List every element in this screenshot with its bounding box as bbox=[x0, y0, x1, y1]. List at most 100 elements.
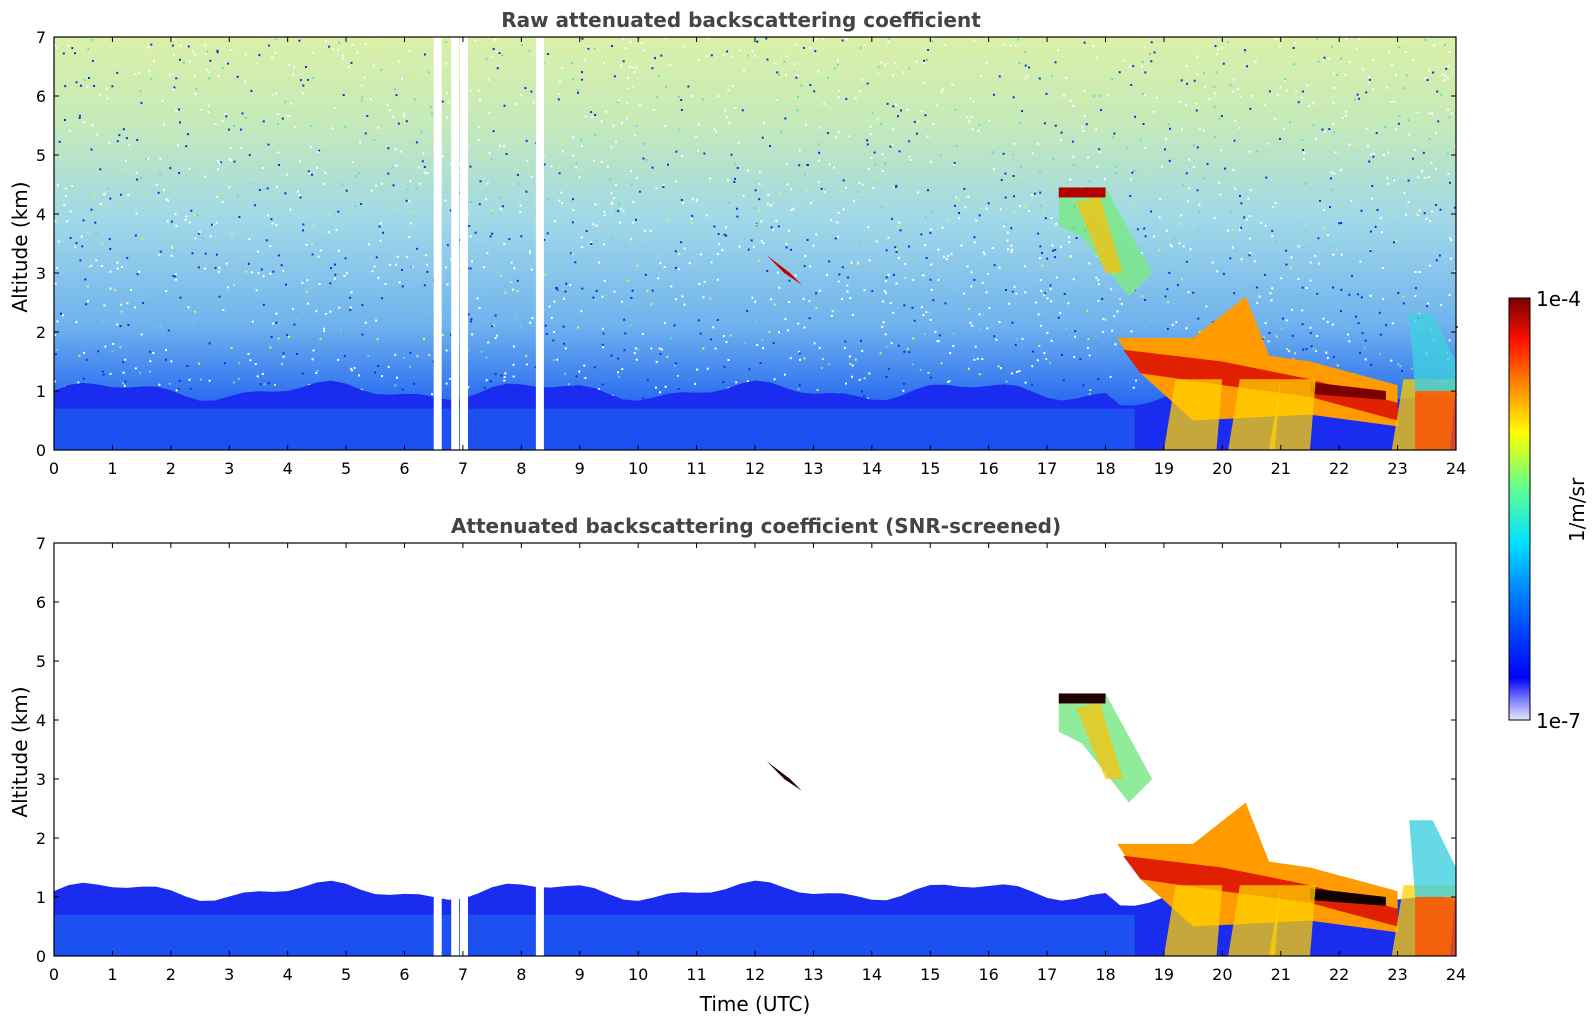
x-tick-label: 1 bbox=[107, 965, 117, 984]
y-tick-label: 1 bbox=[36, 382, 46, 401]
y-tick-label: 0 bbox=[36, 947, 46, 966]
rain-shafts bbox=[1163, 314, 1456, 450]
panel-screened: Attenuated backscattering coefficient (S… bbox=[8, 514, 1466, 1016]
small-cloud bbox=[766, 255, 802, 285]
x-tick-label: 9 bbox=[575, 965, 585, 984]
x-tick-label: 9 bbox=[575, 459, 585, 478]
x-tick-label: 24 bbox=[1446, 459, 1466, 478]
x-tick-label: 7 bbox=[458, 965, 468, 984]
panel1-y-ticks: 0 1 2 3 4 5 6 7 bbox=[36, 28, 1456, 460]
missing-data-gap bbox=[535, 543, 544, 956]
missing-data-gap bbox=[460, 37, 468, 450]
x-tick-label: 13 bbox=[803, 459, 823, 478]
x-tick-label: 23 bbox=[1387, 459, 1407, 478]
missing-data-gap bbox=[433, 37, 442, 450]
colorbar-min-label: 1e-7 bbox=[1536, 709, 1581, 733]
x-tick-label: 17 bbox=[1037, 965, 1057, 984]
x-tick-label: 19 bbox=[1154, 459, 1174, 478]
y-tick-label: 3 bbox=[36, 264, 46, 283]
x-tick-label: 1 bbox=[107, 459, 117, 478]
surface-layer bbox=[54, 408, 1135, 450]
x-tick-label: 15 bbox=[920, 965, 940, 984]
y-tick-label: 5 bbox=[36, 652, 46, 671]
y-tick-label: 6 bbox=[36, 593, 46, 612]
x-tick-label: 4 bbox=[283, 459, 293, 478]
x-tick-label: 5 bbox=[341, 459, 351, 478]
missing-data-gap bbox=[535, 37, 544, 450]
y-tick-label: 2 bbox=[36, 323, 46, 342]
y-tick-label: 3 bbox=[36, 770, 46, 789]
x-tick-label: 2 bbox=[166, 965, 176, 984]
x-tick-label: 3 bbox=[224, 965, 234, 984]
small-cloud bbox=[766, 761, 802, 791]
y-tick-label: 4 bbox=[36, 711, 46, 730]
surface-layer bbox=[54, 914, 1135, 956]
panel1-x-ticks: 0 1 2 3 4 5 6 7 8 9 10 11 12 13 14 15 16 17 18 19 20 21 22 23 24 bbox=[49, 37, 1466, 478]
x-tick-label: 18 bbox=[1095, 459, 1115, 478]
missing-data-gap bbox=[460, 543, 468, 956]
x-tick-label: 21 bbox=[1271, 459, 1291, 478]
y-tick-label: 1 bbox=[36, 888, 46, 907]
cirrus-cloud bbox=[1058, 187, 1153, 297]
missing-data-gap bbox=[451, 37, 460, 450]
x-tick-label: 18 bbox=[1095, 965, 1115, 984]
missing-data-gaps bbox=[433, 543, 544, 956]
x-tick-label: 6 bbox=[399, 459, 409, 478]
x-tick-label: 21 bbox=[1271, 965, 1291, 984]
x-tick-label: 20 bbox=[1212, 459, 1232, 478]
y-tick-label: 0 bbox=[36, 441, 46, 460]
y-tick-label: 2 bbox=[36, 829, 46, 848]
x-tick-label: 15 bbox=[920, 459, 940, 478]
x-tick-label: 11 bbox=[686, 459, 706, 478]
missing-data-gaps bbox=[433, 37, 544, 450]
x-tick-label: 0 bbox=[49, 965, 59, 984]
x-tick-label: 12 bbox=[745, 965, 765, 984]
x-tick-label: 11 bbox=[686, 965, 706, 984]
panel2-xlabel: Time (UTC) bbox=[699, 992, 811, 1016]
panel2-heatmap bbox=[54, 543, 1456, 956]
y-tick-label: 4 bbox=[36, 205, 46, 224]
x-tick-label: 20 bbox=[1212, 965, 1232, 984]
x-tick-label: 13 bbox=[803, 965, 823, 984]
y-tick-label: 6 bbox=[36, 87, 46, 106]
rain-shafts bbox=[1163, 820, 1456, 956]
x-tick-label: 10 bbox=[628, 965, 648, 984]
x-tick-label: 3 bbox=[224, 459, 234, 478]
x-tick-label: 14 bbox=[862, 459, 882, 478]
colorbar-gradient bbox=[1508, 297, 1531, 721]
x-tick-label: 16 bbox=[978, 965, 998, 984]
panel1-title: Raw attenuated backscattering coefficien… bbox=[501, 8, 981, 32]
missing-data-gap bbox=[451, 543, 460, 956]
y-tick-label: 7 bbox=[36, 534, 46, 553]
x-tick-label: 7 bbox=[458, 459, 468, 478]
x-tick-label: 19 bbox=[1154, 965, 1174, 984]
x-tick-label: 5 bbox=[341, 965, 351, 984]
x-tick-label: 17 bbox=[1037, 459, 1057, 478]
x-tick-label: 24 bbox=[1446, 965, 1466, 984]
x-tick-label: 8 bbox=[516, 965, 526, 984]
x-tick-label: 23 bbox=[1387, 965, 1407, 984]
panel-raw: Raw attenuated backscattering coefficien… bbox=[8, 8, 1466, 478]
x-tick-label: 4 bbox=[283, 965, 293, 984]
y-tick-label: 5 bbox=[36, 146, 46, 165]
panel2-x-ticks: 0 1 2 3 4 5 6 7 8 9 10 11 12 13 14 15 16 17 18 19 20 21 22 23 24 bbox=[49, 543, 1466, 984]
x-tick-label: 6 bbox=[399, 965, 409, 984]
x-tick-label: 12 bbox=[745, 459, 765, 478]
cirrus-cloud bbox=[1058, 693, 1153, 803]
x-tick-label: 22 bbox=[1329, 965, 1349, 984]
panel2-ylabel: Altitude (km) bbox=[8, 686, 32, 817]
panel2-y-ticks: 0 1 2 3 4 5 6 7 bbox=[36, 534, 1456, 966]
x-tick-label: 8 bbox=[516, 459, 526, 478]
x-tick-label: 0 bbox=[49, 459, 59, 478]
x-tick-label: 14 bbox=[862, 965, 882, 984]
panel2-title: Attenuated backscattering coefficient (S… bbox=[451, 514, 1061, 538]
colorbar-unit-label: 1/m/sr bbox=[1565, 477, 1589, 542]
x-tick-label: 22 bbox=[1329, 459, 1349, 478]
colorbar-max-label: 1e-4 bbox=[1536, 287, 1581, 311]
y-tick-label: 7 bbox=[36, 28, 46, 47]
x-tick-label: 16 bbox=[978, 459, 998, 478]
x-tick-label: 2 bbox=[166, 459, 176, 478]
colorbar: 1e-4 1e-7 1/m/sr bbox=[1508, 287, 1589, 733]
x-tick-label: 10 bbox=[628, 459, 648, 478]
missing-data-gap bbox=[433, 543, 442, 956]
